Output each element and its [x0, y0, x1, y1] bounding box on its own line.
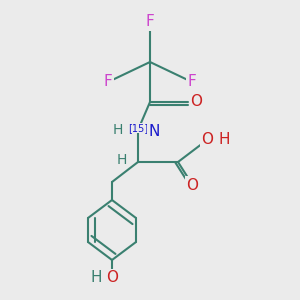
Text: F: F [188, 74, 196, 89]
Text: F: F [146, 14, 154, 29]
Text: O: O [106, 271, 118, 286]
Text: O: O [201, 133, 213, 148]
Text: O: O [190, 94, 202, 110]
Text: [15]: [15] [128, 123, 148, 133]
Text: H: H [218, 133, 230, 148]
Text: O: O [186, 178, 198, 193]
Text: H: H [117, 153, 127, 167]
Text: H: H [113, 123, 123, 137]
Text: H: H [90, 271, 102, 286]
Text: N: N [148, 124, 159, 139]
Text: F: F [103, 74, 112, 89]
